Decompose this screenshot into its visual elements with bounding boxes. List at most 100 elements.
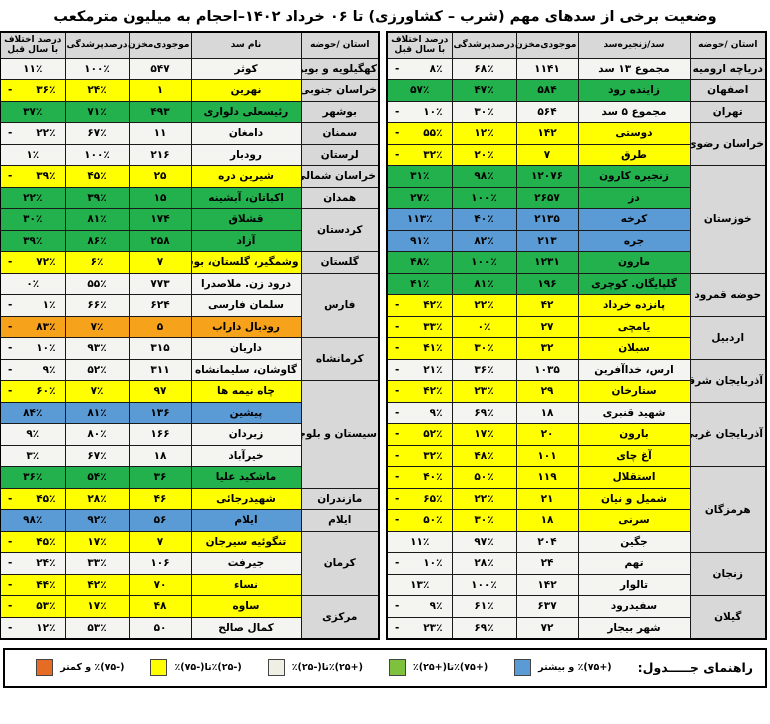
stock-cell: ۱۸ xyxy=(515,401,579,424)
minus-sign: - xyxy=(395,621,400,634)
fill-percent-cell: ۷٪ xyxy=(64,315,130,338)
diff-percent-cell: ۳٪ xyxy=(0,444,66,467)
table-row: ماشکید علیا ۳۶ ۵۴٪ ۳۶٪ xyxy=(0,466,379,489)
dam-name-cell: شهیدرجائی xyxy=(190,487,302,510)
stock-cell: ۷۰ xyxy=(128,573,192,596)
minus-sign: - xyxy=(395,428,400,441)
diff-percent-cell: - ۴۵٪ xyxy=(0,487,66,510)
stock-cell: ۲۹ xyxy=(515,380,579,403)
table-row: گیلان سفیدرود ۶۳۷ ۶۱٪ - ۹٪ xyxy=(386,595,767,639)
dam-name-cell: ماشکید علیا xyxy=(190,466,302,489)
diff-percent-cell: ۱۱۳٪ xyxy=(386,208,453,231)
dam-name-cell: اکباتان، آبشینه xyxy=(190,186,302,209)
table-row: آغ چای ۱۰۱ ۴۸٪ - ۳۲٪ xyxy=(386,444,766,467)
diff-percent-cell: - ۳۲٪ xyxy=(386,143,453,166)
table-row: گاوشان، سلیمانشاه ۳۱۱ ۵۲٪ - ۹٪ xyxy=(0,358,379,381)
stock-cell: ۱۰۶ xyxy=(128,552,192,575)
table-row: دز ۲۶۵۷ ۱۰۰٪ ۲۷٪ xyxy=(386,186,766,209)
stock-cell: ۲۰۴ xyxy=(515,530,579,553)
minus-sign: - xyxy=(395,148,400,161)
dam-name-cell: جیرفت xyxy=(190,552,302,575)
table-row: مارون ۱۲۳۱ ۱۰۰٪ ۴۸٪ xyxy=(386,251,766,274)
fill-percent-cell: ۱۰۰٪ xyxy=(451,251,517,274)
fill-percent-cell: ۳۰٪ xyxy=(451,337,517,360)
stock-cell: ۶۳۷ xyxy=(515,595,579,618)
stock-cell: ۵۸۴ xyxy=(515,79,579,102)
stock-cell: ۵۴۷ xyxy=(128,57,192,80)
diff-percent-cell: - ۴۲٪ xyxy=(386,380,453,403)
dam-name-cell: طرق xyxy=(577,143,691,166)
dam-name-cell: پیشین xyxy=(190,401,302,424)
cell-value: ۹٪ xyxy=(42,363,56,376)
legend-item-label: (-۷۵)٪ و کمتر xyxy=(60,662,125,673)
cell-value: ۵۲٪ xyxy=(423,428,443,441)
table-row: زنجان تهم ۲۴ ۲۸٪ - ۱۰٪ xyxy=(386,552,767,596)
table-row: بارون ۲۰ ۱۷٪ - ۵۲٪ xyxy=(386,423,766,446)
dam-name-cell: ایلام xyxy=(190,509,302,532)
fill-percent-cell: ۳۰٪ xyxy=(451,100,517,123)
legend-item-white: (+۲۵)٪تا(-۲۵)٪ xyxy=(267,659,363,676)
diff-percent-cell: - ۴۲٪ xyxy=(386,294,453,317)
minus-sign: - xyxy=(8,557,13,570)
diff-percent-cell: - ۵۲٪ xyxy=(386,423,453,446)
diff-percent-cell: - ۳۳٪ xyxy=(386,315,453,338)
diff-percent-cell: - ۳۲٪ xyxy=(386,444,453,467)
dam-name-cell: داریان xyxy=(190,337,302,360)
province-cell: اردبیل xyxy=(689,315,767,360)
diff-percent-cell: - ۲۳٪ xyxy=(386,616,453,639)
cell-value: ۴۵٪ xyxy=(36,535,56,548)
fill-percent-cell: ۶۶٪ xyxy=(64,294,130,317)
stock-cell: ۷۷۳ xyxy=(128,272,192,295)
legend-swatch-green xyxy=(388,659,406,676)
table-row: آذربایجان غربی شهید قنبری ۱۸ ۶۹٪ - ۹٪ xyxy=(386,401,767,467)
province-cell: دریاچه ارومیه xyxy=(689,57,767,80)
cell-value: ۱۰٪ xyxy=(36,342,56,355)
table-row: پانزده خرداد ۴۲ ۲۲٪ - ۴۲٪ xyxy=(386,294,766,317)
stock-cell: ۳۶ xyxy=(128,466,192,489)
dam-name-cell: نهرین xyxy=(190,79,302,102)
column-header-fill: درصدپرشدگی xyxy=(451,31,517,59)
fill-percent-cell: ۶۷٪ xyxy=(64,444,130,467)
legend-item-label: (+۲۵)٪تا(-۲۵)٪ xyxy=(291,662,363,673)
fill-percent-cell: ۸۰٪ xyxy=(64,423,130,446)
stock-cell: ۶۲۴ xyxy=(128,294,192,317)
table-row: خوزستان زنجیره کارون ۱۲۰۷۶ ۹۸٪ ۳۱٪ xyxy=(386,165,767,274)
diff-percent-cell: ۰٪ xyxy=(0,272,66,295)
stock-cell: ۱۶۶ xyxy=(128,423,192,446)
table-row: مازندران شهیدرجائی ۴۶ ۲۸٪ - ۴۵٪ xyxy=(0,487,380,510)
legend-swatch-yellow xyxy=(150,659,168,676)
cell-value: ۲۴٪ xyxy=(36,557,56,570)
province-cell: تهران xyxy=(689,100,767,123)
stock-cell: ۴۲ xyxy=(515,294,579,317)
dam-name-cell: بارون xyxy=(577,423,691,446)
diff-percent-cell: - ۲۲٪ xyxy=(0,122,66,145)
fill-percent-cell: ۲۸٪ xyxy=(64,487,130,510)
dam-name-cell: نساء xyxy=(190,573,302,596)
table-row: سلمان فارسی ۶۲۴ ۶۶٪ - ۱٪ xyxy=(0,294,379,317)
fill-percent-cell: ۲۲٪ xyxy=(451,294,517,317)
stock-cell: ۲۶۵۷ xyxy=(515,186,579,209)
stock-cell: ۲۷ xyxy=(515,315,579,338)
stock-cell: ۱۰۳۵ xyxy=(515,358,579,381)
cell-value: ۱۰٪ xyxy=(423,105,443,118)
stock-cell: ۳۱۵ xyxy=(128,337,192,360)
cell-value: ۵۰٪ xyxy=(423,514,443,527)
province-cell: کرمانشاه xyxy=(300,337,380,381)
dam-name-cell: مجموع ۱۳ سد xyxy=(577,57,691,80)
table-row: کرمانشاه داریان ۳۱۵ ۹۳٪ - ۱۰٪ xyxy=(0,337,380,381)
cell-value: ۴۵٪ xyxy=(36,492,56,505)
stock-cell: ۲۱ xyxy=(515,487,579,510)
minus-sign: - xyxy=(8,84,13,97)
table-row: رودبال داراب ۵ ۷٪ - ۸۳٪ xyxy=(0,315,379,338)
fill-percent-cell: ۱۷٪ xyxy=(64,595,130,618)
dams-table-right: استان /حوضه سد/زنجیره‌سد موجودی‌مخزن درصدپر… xyxy=(386,31,767,640)
stock-cell: ۵۶۴ xyxy=(515,100,579,123)
legend-item-blue: (+۷۵)٪ و بیشتر xyxy=(514,659,612,676)
dam-name-cell: دامغان xyxy=(190,122,302,145)
minus-sign: - xyxy=(395,342,400,355)
fill-percent-cell: ۵۳٪ xyxy=(64,616,130,639)
stock-cell: ۵ xyxy=(128,315,192,338)
cell-value: ۷۲٪ xyxy=(36,256,56,269)
stock-cell: ۱۹۶ xyxy=(515,272,579,295)
